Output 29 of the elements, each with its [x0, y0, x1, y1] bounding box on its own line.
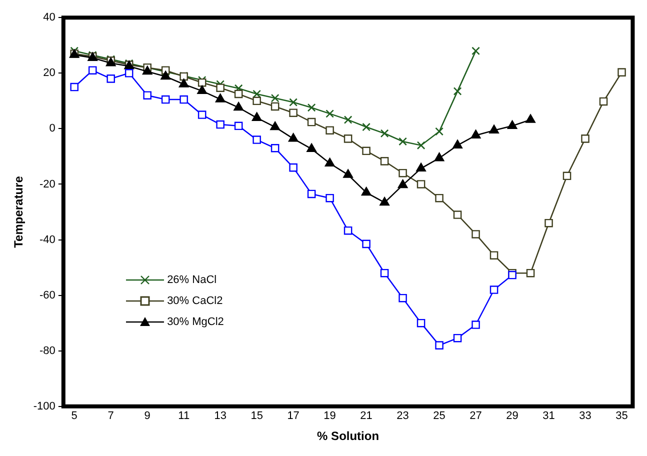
x-tick-label: 5 — [71, 410, 78, 422]
x-tick-label: 31 — [542, 410, 555, 422]
y-tick-label: 20 — [43, 67, 56, 80]
y-tick-label: -80 — [40, 344, 56, 357]
x-axis-title: % Solution — [317, 429, 380, 444]
legend-label: 30% CaCl2 — [167, 295, 223, 307]
y-axis-title: Temperature — [12, 176, 26, 248]
x-tick-label: 23 — [396, 410, 409, 422]
y-tick-label: -20 — [40, 178, 56, 190]
x-tick-label: 17 — [287, 410, 300, 422]
x-tick-label: 21 — [360, 410, 372, 422]
y-tick-label: 0 — [49, 122, 56, 135]
x-tick-label: 7 — [108, 410, 114, 422]
x-tick-label: 11 — [178, 410, 190, 422]
x-tick-label: 13 — [214, 410, 226, 422]
y-tick-label: -100 — [33, 400, 56, 412]
x-tick-label: 15 — [250, 410, 263, 422]
x-tick-label: 9 — [144, 410, 150, 422]
x-tick-label: 19 — [324, 410, 336, 422]
x-tick-label: 35 — [616, 410, 628, 422]
x-tick-label: 27 — [470, 410, 482, 422]
y-tick-label: -60 — [40, 289, 56, 302]
x-tick-label: 29 — [506, 410, 518, 422]
y-tick-label: 40 — [43, 12, 56, 24]
legend-label: 30% MgCl2 — [167, 316, 224, 328]
legend-label: 26% NaCl — [167, 274, 217, 286]
x-tick-label: 33 — [579, 410, 592, 422]
y-tick-label: -40 — [40, 234, 56, 246]
x-tick-label: 25 — [433, 410, 446, 422]
